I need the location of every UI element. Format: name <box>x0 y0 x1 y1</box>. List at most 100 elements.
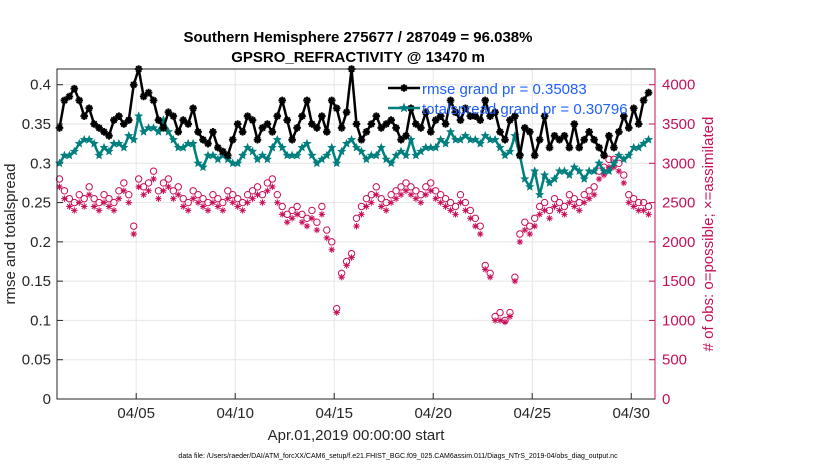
y-right-tick-label: 2000 <box>662 234 695 251</box>
obs-assimilated-point <box>412 195 420 202</box>
obs-assimilated-point <box>165 183 172 191</box>
obs-assimilated-point <box>150 175 157 183</box>
spread-point <box>114 138 124 148</box>
spread-point <box>549 174 560 183</box>
rmse-point <box>228 135 237 144</box>
obs-assimilated-point <box>387 199 395 206</box>
spread-point <box>292 150 302 160</box>
obs-assimilated-point <box>585 195 593 202</box>
obs-assimilated-point <box>269 183 276 191</box>
obs-assimilated-point <box>229 199 236 206</box>
obs-assimilated-point <box>566 199 573 206</box>
rmse-point <box>461 104 470 113</box>
obs-assimilated-point <box>348 254 355 261</box>
rmse-point <box>357 135 366 144</box>
rmse-point <box>615 128 623 136</box>
rmse-point <box>352 120 361 128</box>
y-right-tick-label: 2500 <box>662 195 695 212</box>
spread-point <box>257 150 267 160</box>
obs-possible-point <box>402 179 410 187</box>
obs-assimilated-point <box>447 207 454 214</box>
obs-possible-point <box>268 175 277 183</box>
obs-possible-point <box>278 202 286 211</box>
spread-point <box>89 138 99 148</box>
obs-assimilated-point <box>264 187 271 194</box>
spread-point <box>104 146 114 156</box>
rmse-point <box>629 104 638 113</box>
obs-possible-point <box>456 191 465 199</box>
obs-assimilated-point <box>536 211 543 218</box>
obs-assimilated-point <box>224 195 231 202</box>
x-tick-label: 04/15 <box>315 405 353 422</box>
spread-point <box>401 150 411 160</box>
obs-possible-point <box>233 194 242 203</box>
obs-assimilated-point <box>81 203 88 210</box>
obs-assimilated-point <box>288 215 296 222</box>
obs-assimilated-point <box>279 211 286 218</box>
rmse-point <box>263 120 272 128</box>
obs-possible-point <box>535 202 544 211</box>
obs-assimilated-point <box>437 199 444 206</box>
obs-assimilated-point <box>511 277 519 285</box>
rmse-point <box>288 135 296 144</box>
obs-assimilated-point <box>293 211 301 218</box>
y-right-tick-label: 3500 <box>662 116 695 133</box>
obs-possible-point <box>169 187 178 195</box>
obs-possible-point <box>412 187 420 195</box>
obs-possible-point <box>427 179 435 187</box>
rmse-point <box>426 128 435 136</box>
x-axis-label: Apr.01,2019 00:00:00 start <box>268 427 446 444</box>
spread-point <box>559 166 569 176</box>
rmse-point <box>620 112 628 120</box>
obs-assimilated-point <box>115 195 123 202</box>
obs-assimilated-point <box>382 207 390 214</box>
rmse-point <box>169 112 178 120</box>
rmse-point <box>402 131 410 140</box>
rmse-point <box>238 128 247 136</box>
obs-assimilated-point <box>407 191 415 198</box>
rmse-spread-series <box>54 65 654 199</box>
y-tick-label: 0 <box>43 391 51 408</box>
y-right-tick-label: 1000 <box>662 312 695 329</box>
rmse-point <box>214 143 222 152</box>
y-tick-label: 0.4 <box>30 77 51 94</box>
obs-assimilated-point <box>170 195 177 202</box>
obs-assimilated-point <box>95 207 103 214</box>
obs-possible-point <box>436 191 445 199</box>
rmse-point <box>85 104 93 113</box>
obs-assimilated-point <box>120 187 128 194</box>
obs-assimilated-point <box>209 199 217 206</box>
spread-point <box>69 146 79 156</box>
spread-point <box>460 131 470 140</box>
obs-assimilated-point <box>378 203 385 210</box>
rmse-point <box>174 128 183 136</box>
obs-assimilated-point <box>561 211 568 218</box>
obs-assimilated-point <box>254 191 261 198</box>
rmse-point <box>570 120 579 128</box>
obs-assimilated-point <box>145 187 152 194</box>
spread-point <box>609 158 619 168</box>
obs-assimilated-point <box>546 215 553 222</box>
obs-assimilated-point <box>105 203 113 210</box>
obs-assimilated-point <box>298 219 306 226</box>
obs-assimilated-point <box>625 199 632 206</box>
spread-point <box>535 189 545 199</box>
obs-assimilated-point <box>501 318 509 326</box>
rmse-point <box>372 112 381 120</box>
obs-assimilated-point <box>571 203 578 210</box>
rmse-point <box>481 96 490 105</box>
y-tick-label: 0.15 <box>22 273 51 290</box>
obs-assimilated-point <box>155 195 162 202</box>
rmse-point <box>100 128 108 136</box>
obs-assimilated-point <box>397 191 405 198</box>
obs-possible-point <box>531 214 539 222</box>
obs-possible-point <box>407 183 415 191</box>
spread-point <box>124 131 134 140</box>
obs-possible-point <box>224 187 232 195</box>
legend-rmse-marker <box>400 84 408 92</box>
rmse-point <box>258 124 267 132</box>
spread-point <box>267 142 277 152</box>
obs-count-series <box>55 155 653 326</box>
y-right-tick-label: 0 <box>662 391 670 408</box>
